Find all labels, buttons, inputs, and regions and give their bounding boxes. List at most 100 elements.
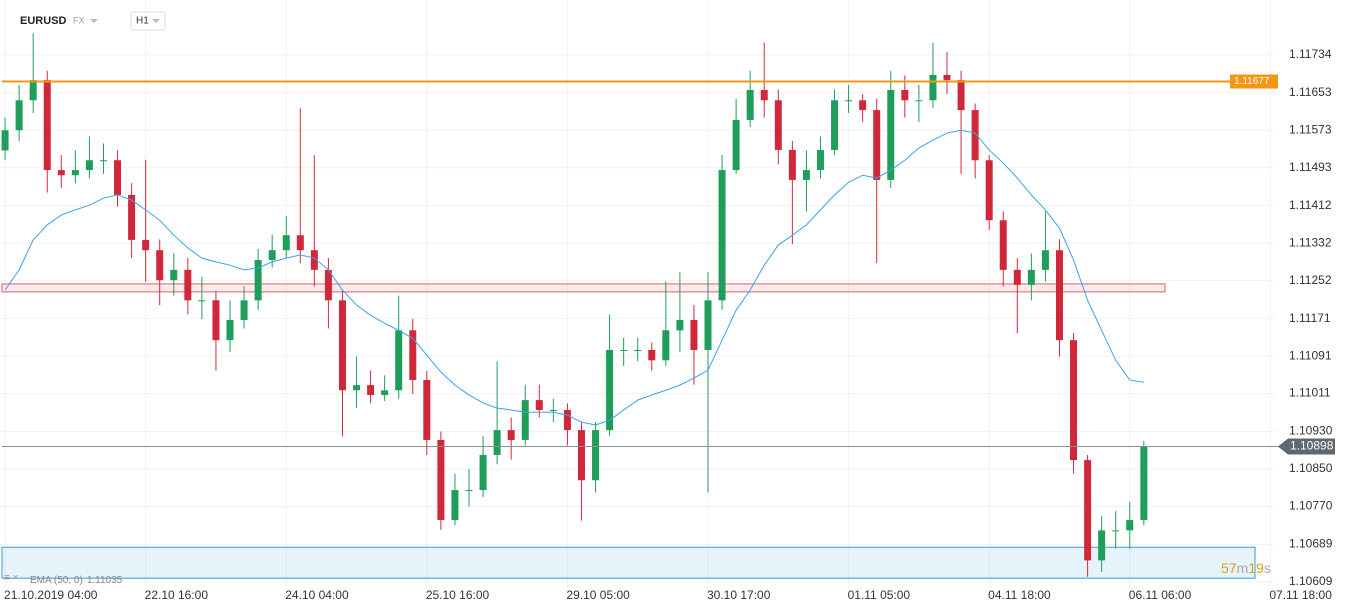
candle-body	[887, 89, 895, 180]
candle-body	[873, 110, 881, 180]
y-tick-label: 1.10770	[1289, 499, 1333, 513]
candle-body	[170, 269, 178, 281]
candle-body	[114, 160, 122, 195]
candle-body	[85, 160, 93, 171]
ema-line	[4, 129, 1144, 426]
x-tick-label: 01.11 05:00	[848, 588, 911, 602]
candle-body	[620, 349, 628, 351]
candle-body	[15, 100, 23, 131]
x-tick-label: 24.10 04:00	[285, 588, 349, 602]
candle-body	[296, 235, 304, 251]
candle-body	[198, 300, 206, 302]
x-tick-label: 22.10 16:00	[145, 588, 209, 602]
candle-body	[1098, 530, 1106, 561]
market: FX	[73, 15, 85, 25]
candle-body	[957, 80, 965, 111]
front-layer: EURUSD FX H1 ≡ × 21.10.2019 04:00 22.10 1…	[4, 11, 1335, 602]
candle-body	[268, 250, 276, 261]
countdown-part: s	[1264, 560, 1271, 576]
candle-body	[338, 300, 346, 391]
y-tick-label: 1.11171	[1289, 311, 1331, 325]
candle-body	[507, 430, 515, 440]
candle-body	[901, 89, 909, 101]
candle-body	[310, 250, 318, 270]
y-tick-label: 1.11653	[1289, 85, 1332, 99]
y-tick-label: 1.10689	[1289, 537, 1333, 551]
candle-body	[184, 269, 192, 301]
legend-name: EMA (50, 0)	[30, 575, 83, 586]
candle-body	[718, 170, 726, 301]
candle-body	[802, 170, 810, 180]
timeframe-box[interactable]	[130, 11, 166, 31]
candle-body	[1055, 250, 1063, 341]
candle-body	[577, 430, 585, 481]
candle-body	[43, 80, 51, 171]
candle-body	[240, 300, 248, 321]
y-tick-label: 1.11573	[1289, 122, 1332, 136]
zone	[1, 283, 1166, 293]
dropdown-arrow[interactable]	[90, 19, 98, 23]
x-tick-label: 07.11 18:00	[1269, 588, 1332, 602]
legend-entry: EMA (50, 0) 1.11035	[30, 575, 123, 586]
candle-body	[915, 100, 923, 102]
x-tick-label: 29.10 05:00	[566, 588, 630, 602]
candle-body	[156, 250, 164, 281]
x-tick-label: 25.10 16:00	[426, 588, 490, 602]
candle-body	[1140, 446, 1148, 521]
dropdown-arrow[interactable]	[152, 19, 160, 23]
candle-body	[409, 330, 417, 380]
y-tick-label: 1.11412	[1289, 198, 1332, 212]
y-tick-label: 1.10930	[1289, 424, 1333, 438]
mark-layer	[1, 33, 1280, 577]
candle-body	[282, 235, 290, 251]
legend-icons[interactable]: ≡ ×	[4, 573, 19, 584]
candle-body	[226, 320, 234, 341]
candle-body	[451, 490, 459, 521]
candle-body	[1, 130, 9, 151]
candle-body	[493, 430, 501, 455]
candle-body	[774, 100, 782, 150]
candle-body	[704, 300, 712, 350]
level-label: 1.11677	[1234, 76, 1270, 87]
candle-body	[845, 100, 853, 102]
candle-body	[929, 74, 937, 101]
candle-body	[535, 400, 543, 410]
candle-body	[353, 385, 361, 391]
y-tick-label: 1.11011	[1289, 386, 1331, 400]
candle-body	[648, 349, 656, 361]
candle-body	[437, 439, 445, 521]
candle-body	[1112, 530, 1120, 532]
symbol[interactable]: EURUSD	[20, 15, 67, 27]
candle-body	[324, 269, 332, 301]
countdown-part: 19	[1248, 560, 1264, 576]
back-layer	[0, 0, 1275, 588]
level-label-box	[1230, 74, 1278, 89]
candle-body	[816, 149, 824, 171]
candle-body	[985, 160, 993, 221]
candle-body	[1126, 520, 1134, 531]
candle-body	[999, 220, 1007, 270]
candle-body	[788, 149, 796, 180]
x-tick-label: 30.10 17:00	[707, 588, 771, 602]
timeframe[interactable]: H1	[136, 16, 149, 27]
candle-body	[971, 110, 979, 161]
candle-body	[1084, 460, 1092, 561]
candle-body	[254, 260, 262, 301]
candle-body	[662, 330, 670, 361]
countdown-part: 57	[1221, 560, 1237, 576]
candle-body	[549, 409, 557, 411]
candle-body	[423, 379, 431, 440]
legend-value: 1.11035	[87, 575, 123, 586]
candle-body	[142, 239, 150, 251]
candle-body	[57, 170, 65, 176]
y-tick-label: 1.11091	[1289, 348, 1332, 362]
countdown: 57m19s	[1221, 560, 1271, 576]
y-tick-label: 1.11734	[1289, 47, 1332, 61]
y-tick-label: 1.11493	[1289, 160, 1332, 174]
candle-body	[760, 89, 768, 101]
candle-body	[606, 349, 614, 431]
candle-body	[676, 320, 684, 331]
